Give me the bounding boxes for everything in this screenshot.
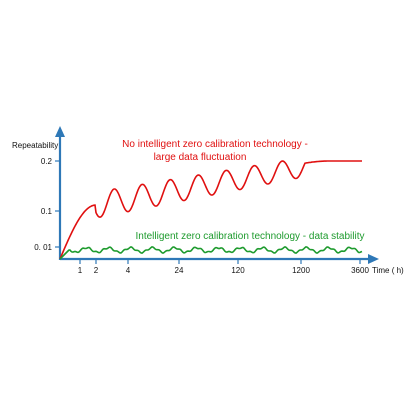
annotation-green: Intelligent zero calibration technology … [135, 231, 364, 242]
annotation-red-line-1: No intelligent zero calibration technolo… [122, 139, 308, 150]
series-line-green [59, 246, 363, 260]
y-tick-label-0.1: 0.1 [41, 207, 53, 216]
y-tick-label-0.01: 0. 01 [34, 243, 52, 252]
axes [55, 126, 379, 264]
series [59, 160, 363, 260]
annotation-red-line-2: large data fluctuation [154, 152, 247, 163]
y-axis-label: Repeatability [12, 141, 58, 150]
x-tick-label-3600: 3600 [351, 266, 369, 275]
x-tick-label-1200: 1200 [292, 266, 310, 275]
labels: Repeatability Time ( h) No intelligent z… [12, 139, 404, 275]
y-axis-arrow [55, 126, 65, 137]
x-tick-label-120: 120 [231, 266, 245, 275]
x-tick-label-4: 4 [126, 266, 131, 275]
series-line-red [59, 160, 362, 260]
x-axis-arrow [368, 254, 379, 264]
x-axis-label: Time ( h) [372, 266, 404, 275]
y-tick-label-0.2: 0.2 [41, 157, 53, 166]
x-tick-label-1: 1 [78, 266, 83, 275]
x-tick-label-24: 24 [175, 266, 184, 275]
x-tick-label-2: 2 [94, 266, 99, 275]
